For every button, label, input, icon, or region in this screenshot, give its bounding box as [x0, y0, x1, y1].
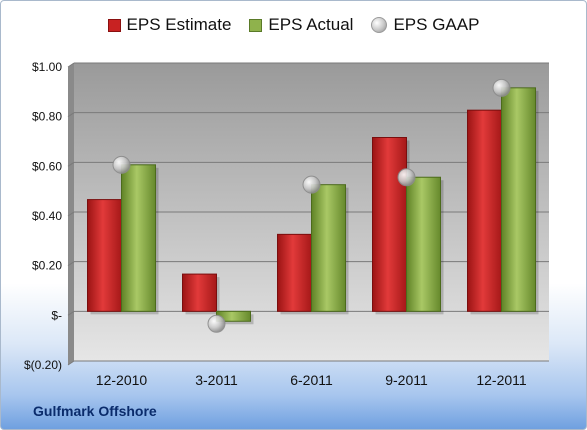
- x-tick-label: 6-2011: [290, 372, 333, 388]
- gridline-slant: [67, 62, 75, 68]
- bar-eps-actual: [406, 176, 441, 312]
- legend-item-eps-estimate: EPS Estimate: [107, 15, 232, 35]
- x-tick-label: 9-2011: [385, 372, 428, 388]
- legend-swatch-eps-gaap: [371, 17, 388, 33]
- x-tick-label: 3-2011: [195, 372, 238, 388]
- x-tick-label: 12-2011: [476, 372, 527, 388]
- marker-eps-gaap: [207, 314, 226, 333]
- bar-eps-estimate: [467, 109, 502, 312]
- bar-eps-estimate: [87, 199, 122, 312]
- legend-label-eps-gaap: EPS GAAP: [393, 15, 480, 34]
- legend-swatch-eps-actual: [249, 18, 263, 32]
- chart-svg: $1.00 $0.80 $0.60 $0.40 $0.20 $- $(0.20) 12-201…: [24, 60, 549, 388]
- bar-eps-estimate: [372, 137, 407, 312]
- y-tick-label: $(0.20): [24, 358, 62, 372]
- legend: EPS Estimate EPS Actual EPS GAAP: [1, 15, 586, 35]
- legend-swatch-eps-estimate: [107, 18, 121, 32]
- y-tick-label: $0.40: [32, 209, 62, 223]
- legend-item-eps-actual: EPS Actual: [249, 15, 353, 35]
- gridline-slant: [67, 161, 75, 167]
- bar-eps-estimate: [277, 233, 312, 312]
- x-tick-label: 12-2010: [96, 372, 148, 388]
- bar-eps-actual: [501, 87, 536, 312]
- legend-label-eps-estimate: EPS Estimate: [126, 15, 232, 34]
- y-tick-label: $0.80: [32, 110, 62, 124]
- y-tick-label: $-: [51, 308, 62, 322]
- legend-label-eps-actual: EPS Actual: [268, 15, 354, 34]
- legend-item-eps-gaap: EPS GAAP: [371, 15, 479, 35]
- marker-eps-gaap: [492, 78, 511, 97]
- marker-eps-gaap: [302, 175, 321, 194]
- y-tick-label: $0.20: [32, 259, 62, 273]
- bar-eps-actual: [121, 164, 156, 312]
- gridline-slant: [67, 211, 75, 217]
- gridline-slant: [67, 310, 75, 316]
- gridline-slant: [67, 112, 75, 118]
- company-label: Gulfmark Offshore: [33, 403, 157, 419]
- y-tick-label: $1.00: [32, 60, 62, 74]
- gridline-slant: [67, 261, 75, 267]
- marker-eps-gaap: [397, 168, 416, 187]
- gridline-slant: [67, 360, 75, 366]
- bar-eps-estimate: [182, 273, 217, 312]
- bar-eps-actual: [311, 184, 346, 312]
- y-tick-label: $0.60: [32, 159, 62, 173]
- marker-eps-gaap: [112, 155, 131, 174]
